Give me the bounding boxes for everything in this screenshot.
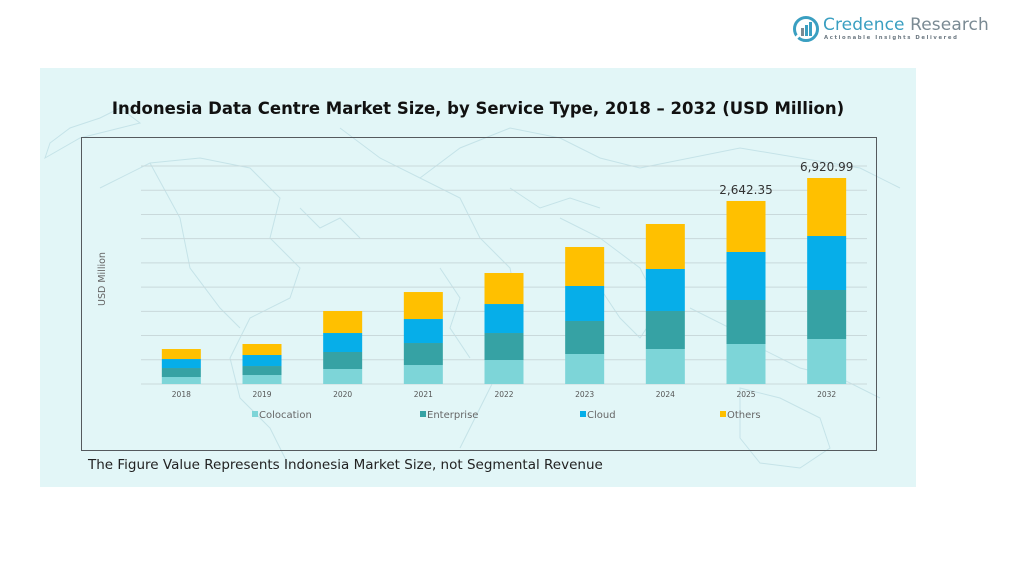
- x-tick-label: 2020: [333, 390, 352, 399]
- x-tick-label: 2022: [494, 390, 513, 399]
- bar-segment-colocation-2019: [242, 375, 282, 384]
- bar-segment-colocation-2022: [484, 360, 524, 384]
- x-tick-label: 2021: [414, 390, 433, 399]
- bar-segment-enterprise-2019: [242, 366, 282, 376]
- bar-segment-cloud-2032: [807, 236, 847, 291]
- bar-segment-others-2018: [161, 349, 201, 360]
- bar-segment-enterprise-2022: [484, 333, 524, 361]
- bar-segment-enterprise-2018: [161, 368, 201, 378]
- x-tick-label: 2032: [817, 390, 836, 399]
- brand-name-primary: Credence: [823, 15, 905, 35]
- legend-swatch-cloud: [580, 411, 586, 417]
- bar-segment-cloud-2019: [242, 355, 282, 367]
- x-tick-label: 2024: [656, 390, 675, 399]
- chart-panel: Indonesia Data Centre Market Size, by Se…: [40, 68, 916, 487]
- bar-segment-enterprise-2032: [807, 290, 847, 339]
- bar-segment-cloud-2018: [161, 359, 201, 369]
- bar-segment-colocation-2018: [161, 377, 201, 384]
- x-tick-label: 2023: [575, 390, 594, 399]
- bar-segment-enterprise-2023: [565, 320, 605, 354]
- bar-segment-cloud-2022: [484, 304, 524, 334]
- bar-segment-others-2019: [242, 343, 282, 356]
- bar-segment-colocation-2025: [726, 343, 766, 384]
- legend-swatch-colocation: [252, 411, 258, 417]
- chart-frame: USD Million 2018 2019 2020 2021 2022 2023 2024…: [81, 137, 877, 451]
- bar-segment-enterprise-2021: [403, 343, 443, 366]
- legend-swatch-others: [720, 411, 726, 417]
- bar-segment-others-2023: [565, 246, 605, 286]
- bar-segment-others-2021: [403, 292, 443, 320]
- bar-segment-others-2024: [645, 223, 685, 269]
- brand-name: Credence Research: [823, 15, 989, 35]
- bar-segment-colocation-2023: [565, 353, 605, 384]
- bar-segment-enterprise-2024: [645, 310, 685, 349]
- bar-segment-colocation-2032: [807, 338, 847, 384]
- bar-segment-cloud-2025: [726, 251, 766, 301]
- bar-segment-colocation-2024: [645, 348, 685, 384]
- stacked-bar-chart: USD Million 2018 2019 2020 2021 2022 2023 2024…: [97, 160, 867, 421]
- world-map-background: [44, 107, 901, 469]
- legend-label-cloud: Cloud: [587, 410, 616, 421]
- legend-label-enterprise: Enterprise: [427, 410, 478, 421]
- bar-segment-others-2022: [484, 273, 524, 305]
- chart-footnote: The Figure Value Represents Indonesia Ma…: [88, 457, 603, 473]
- bar-segment-others-2020: [323, 311, 363, 334]
- legend-swatch-enterprise: [420, 411, 426, 417]
- x-tick-label: 2019: [252, 390, 271, 399]
- legend-label-colocation: Colocation: [259, 410, 312, 421]
- x-tick-label: 2025: [736, 390, 755, 399]
- brand-tagline: Actionable Insights Delivered: [824, 35, 959, 41]
- y-axis-label: USD Million: [97, 252, 108, 306]
- bar-segment-colocation-2021: [403, 365, 443, 384]
- bar-segment-cloud-2021: [403, 319, 443, 344]
- bar-segment-others-2032: [807, 177, 847, 237]
- data-label-2025: 2,642.35: [719, 183, 772, 197]
- credence-research-logo: Credence Research Actionable Insights De…: [793, 14, 989, 46]
- brand-name-secondary: Research: [910, 15, 989, 35]
- bar-segment-enterprise-2025: [726, 300, 766, 344]
- x-tick-label: 2018: [172, 390, 191, 399]
- bar-segment-others-2025: [726, 200, 766, 252]
- logo-bar-chart-icon: [793, 16, 819, 42]
- chart-title: Indonesia Data Centre Market Size, by Se…: [111, 99, 845, 118]
- bar-segment-cloud-2024: [645, 268, 685, 311]
- bar-segment-cloud-2023: [565, 285, 605, 321]
- data-label-2032: 6,920.99: [800, 160, 853, 174]
- legend-label-others: Others: [727, 410, 761, 421]
- bar-segment-enterprise-2020: [323, 352, 363, 369]
- bar-segment-colocation-2020: [323, 368, 363, 384]
- bar-segment-cloud-2020: [323, 333, 363, 353]
